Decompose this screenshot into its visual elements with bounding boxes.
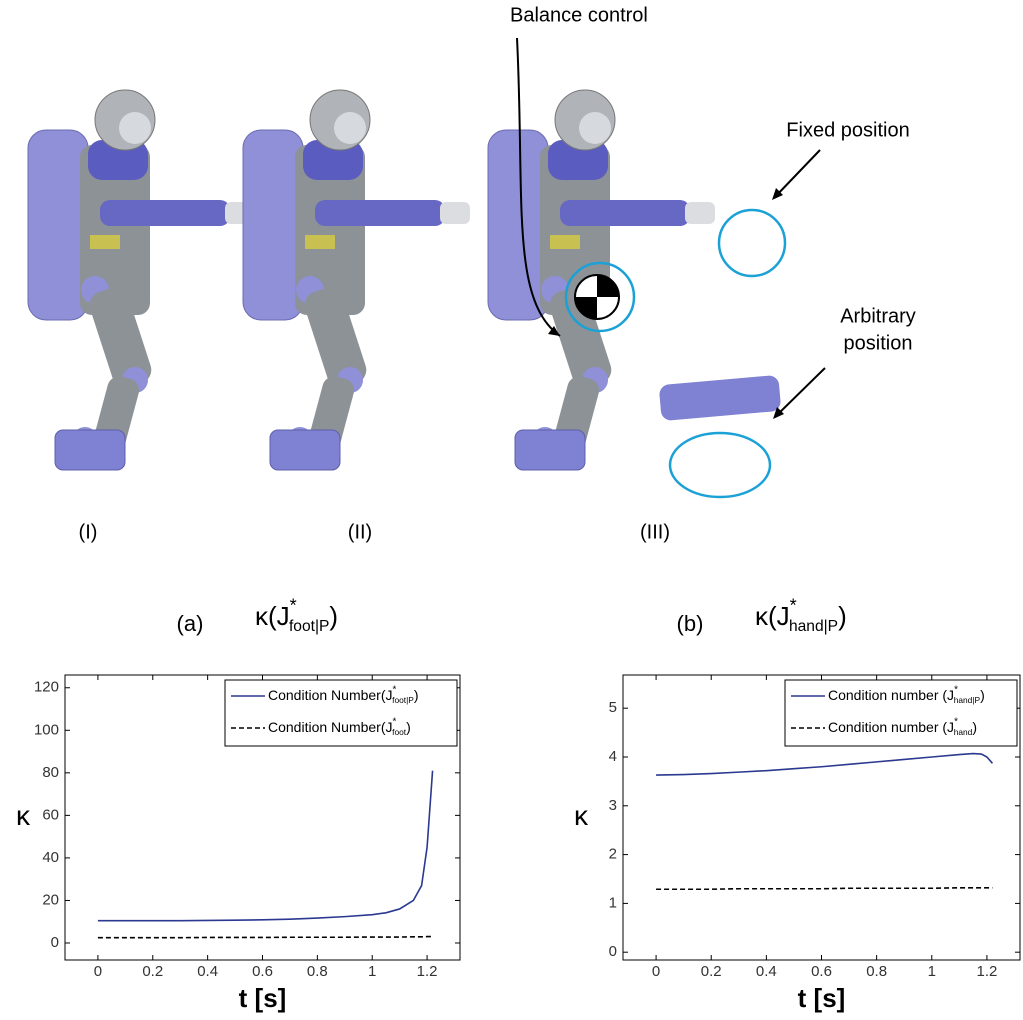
x-tick-label: 1.2 xyxy=(976,963,997,980)
formula-part: κ(J xyxy=(755,601,790,631)
formula-part: ) xyxy=(414,687,419,703)
formula-sup: * xyxy=(954,716,958,727)
annotation: Balance control xyxy=(510,4,648,26)
formula-sub: foot xyxy=(392,727,407,737)
y-tick-label: 5 xyxy=(609,699,617,716)
formula-sup: * xyxy=(393,716,397,727)
x-tick-label: 0.6 xyxy=(252,963,273,980)
x-tick-label: 0 xyxy=(94,963,102,980)
formula-part: Condition Number(J xyxy=(268,719,393,735)
formula-sup: * xyxy=(954,684,958,695)
formula-sup: * xyxy=(790,595,797,615)
x-tick-label: 0.8 xyxy=(866,963,887,980)
x-tick-label: 0.4 xyxy=(756,963,777,980)
annotation: position xyxy=(844,332,913,354)
y-axis-label: κ xyxy=(574,800,589,831)
y-tick-label: 0 xyxy=(51,934,59,951)
legend-label: Condition number (J*hand) xyxy=(828,716,977,737)
y-tick-label: 0 xyxy=(609,943,617,960)
y-tick-label: 1 xyxy=(609,894,617,911)
y-tick-label: 3 xyxy=(609,797,617,814)
x-axis-label: t [s] xyxy=(798,983,846,1013)
x-tick-label: 1.2 xyxy=(417,963,438,980)
y-axis-label: κ xyxy=(16,800,31,831)
formula-sup: * xyxy=(393,684,397,695)
y-tick-label: 100 xyxy=(34,721,59,738)
x-tick-label: 1 xyxy=(928,963,936,980)
formula-part: Condition number (J xyxy=(828,687,954,703)
formula-sub: foot|P xyxy=(289,618,329,635)
x-tick-label: 0 xyxy=(652,963,660,980)
y-tick-label: 60 xyxy=(42,806,59,823)
figure: Balance control Fixed position Arbitrary… xyxy=(0,0,1023,1020)
formula-part: ) xyxy=(329,601,338,631)
formula-part: Condition number (J xyxy=(828,719,954,735)
legend-label: Condition Number(J*foot|P) xyxy=(268,684,419,705)
formula-part: ) xyxy=(406,719,411,735)
formula-sub: hand|P xyxy=(954,695,981,705)
formula-part: κ(J xyxy=(255,601,290,631)
pose-label: (III) xyxy=(640,521,670,543)
formula-part: ) xyxy=(980,687,985,703)
x-tick-label: 0.2 xyxy=(701,963,722,980)
chart-title: κ(J* foot|P) xyxy=(255,595,338,635)
panel-label: (b) xyxy=(677,611,704,636)
y-tick-label: 20 xyxy=(42,891,59,908)
x-tick-label: 1 xyxy=(368,963,376,980)
chart-title: κ(J* hand|P) xyxy=(755,595,847,635)
annotation: Fixed position xyxy=(786,119,909,141)
formula-sub: hand|P xyxy=(789,618,838,635)
formula-sup: * xyxy=(290,595,297,615)
pose-label: (II) xyxy=(348,521,372,543)
x-tick-label: 0.6 xyxy=(811,963,832,980)
formula-part: ) xyxy=(972,719,977,735)
legend-label: Condition Number(J*foot) xyxy=(268,716,411,737)
annotation: Arbitrary xyxy=(840,305,916,327)
x-axis-label: t [s] xyxy=(239,983,287,1013)
y-tick-label: 4 xyxy=(609,748,617,765)
formula-part: ) xyxy=(838,601,847,631)
x-tick-label: 0.4 xyxy=(197,963,218,980)
y-tick-label: 40 xyxy=(42,849,59,866)
formula-sub: hand xyxy=(954,727,973,737)
x-tick-label: 0.8 xyxy=(307,963,328,980)
x-tick-label: 0.2 xyxy=(142,963,163,980)
panel-label: (a) xyxy=(177,611,204,636)
formula-part: Condition Number(J xyxy=(268,687,393,703)
y-tick-label: 2 xyxy=(609,846,617,863)
formula-sub: foot|P xyxy=(392,695,414,705)
y-tick-label: 80 xyxy=(42,764,59,781)
y-tick-label: 120 xyxy=(34,679,59,696)
pose-label: (I) xyxy=(79,521,98,543)
